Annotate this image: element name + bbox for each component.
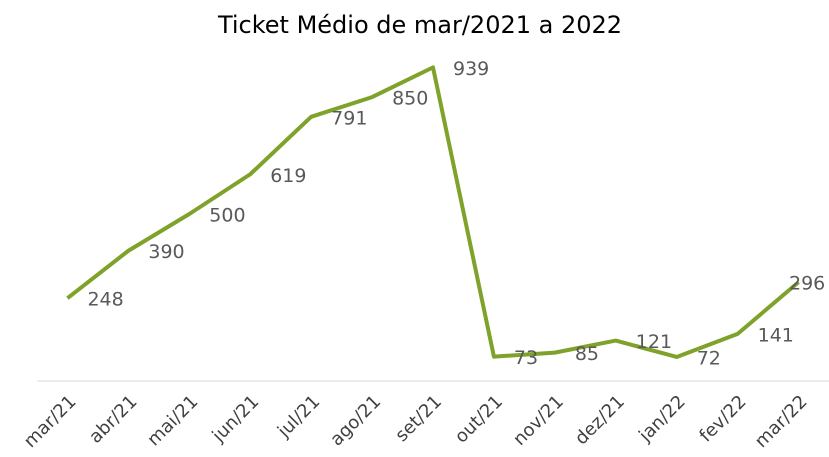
x-tick-label: fev/22 [695,391,750,446]
data-label: 791 [331,107,367,129]
x-tick-label: jun/21 [208,391,264,447]
data-label: 73 [514,347,538,369]
x-tick-label: jan/22 [634,391,689,446]
x-tick-label: nov/21 [509,391,568,450]
x-tick-label: mai/21 [143,391,202,450]
data-label: 939 [453,58,489,80]
x-tick-label: abr/21 [85,391,141,447]
data-label: 850 [392,88,428,110]
data-label: 248 [87,289,123,311]
x-tick-label: mar/22 [751,391,812,452]
data-label: 296 [789,273,825,295]
data-label: 141 [758,324,794,346]
data-label: 500 [209,205,245,227]
data-label: 121 [636,331,672,353]
x-tick-label: set/21 [391,391,446,446]
line-series [66,65,800,359]
data-label: 85 [575,343,599,365]
x-tick-label: ago/21 [326,391,385,450]
data-label: 390 [148,241,184,263]
x-tick-label: mar/21 [20,391,81,452]
data-label: 619 [270,165,306,187]
data-label: 72 [697,347,721,369]
chart-title: Ticket Médio de mar/2021 a 2022 [217,11,622,39]
x-tick-label: dez/21 [571,391,629,449]
x-tick-label: out/21 [451,391,507,447]
x-tick-label: jul/21 [273,391,324,442]
